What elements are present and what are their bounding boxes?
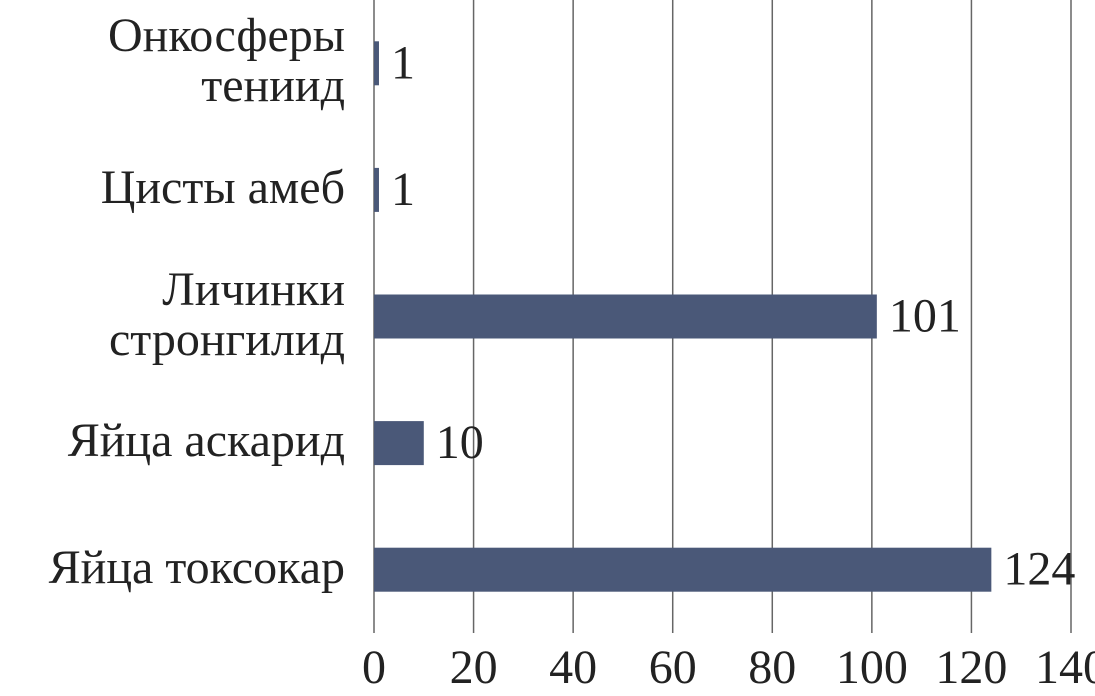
value-label: 124 <box>1003 543 1075 596</box>
x-tick-label: 0 <box>362 641 386 694</box>
value-label: 1 <box>391 36 415 89</box>
x-tick-label: 20 <box>450 641 498 694</box>
value-label: 101 <box>889 290 961 343</box>
bar <box>374 547 992 592</box>
bar <box>374 41 379 86</box>
bar <box>374 167 379 212</box>
y-tick-label: Цисты амеб <box>100 160 345 214</box>
x-tick-label: 80 <box>748 641 796 694</box>
x-tick-label: 60 <box>649 641 697 694</box>
y-tick-label: Онкосферы тениид <box>108 9 345 113</box>
x-tick-label: 100 <box>836 641 908 694</box>
x-tick-label: 40 <box>549 641 597 694</box>
x-tick-label: 140 <box>1035 641 1095 694</box>
y-tick-label: Личинки стронгилид <box>109 262 345 366</box>
y-tick-label: Яйца аскарид <box>67 414 345 468</box>
value-label: 10 <box>436 416 484 469</box>
y-tick-label: Яйца токсокар <box>48 540 345 594</box>
value-label: 1 <box>391 163 415 216</box>
bar <box>374 294 877 339</box>
bar <box>374 421 424 466</box>
x-tick-label: 120 <box>935 641 1007 694</box>
